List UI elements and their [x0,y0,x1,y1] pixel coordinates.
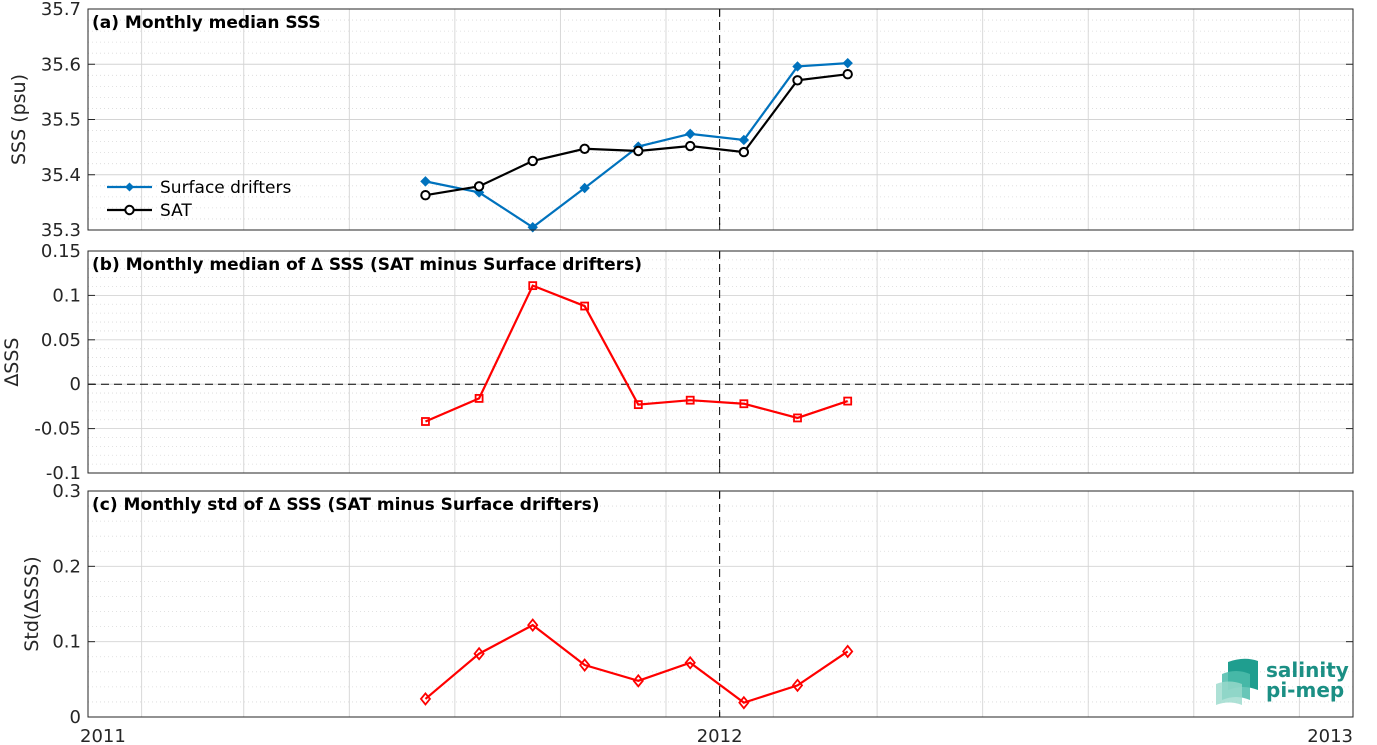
y-tick-label: 35.5 [41,110,81,131]
data-point [579,143,590,154]
data-point [793,413,802,423]
data-point [843,396,853,406]
data-point [792,75,803,86]
data-point [578,658,591,672]
axes-frame [87,8,1354,231]
data-point [420,189,431,201]
panel-title: (c) Monthly std of ∆ SSS (SAT minus Surf… [92,495,599,515]
data-point [579,182,590,194]
x-tick-label: 2012 [697,726,743,745]
y-tick-label: 0.3 [52,481,81,502]
y-tick-label: 35.3 [41,220,81,241]
panel-b: -0.1 -0.05 0 0.05 0.1 0.15 (b) Monthly median … [1,241,1354,484]
x-tick-label: 2011 [80,726,126,745]
data-point [420,176,431,187]
y-tick-label: 0.05 [41,330,81,351]
data-point [633,400,643,410]
data-point [473,181,485,192]
data-point [738,695,750,710]
y-tick-label: 35.6 [41,54,81,75]
y-tick-label: 35.4 [41,165,81,186]
data-point [474,394,484,403]
y-tick-label: 0.1 [52,632,81,653]
data-point [528,281,538,291]
y-tick-label: -0.1 [46,463,81,484]
y-axis-label: SSS (psu) [8,74,30,165]
y-tick-label: -0.05 [34,419,81,440]
panel-title: (b) Monthly median of ∆ SSS (SAT minus S… [92,255,642,275]
series-line-1-0 [425,284,849,423]
y-tick-label: 35.7 [41,0,81,20]
data-point [580,301,590,311]
data-point [842,644,854,659]
data-point [527,618,539,633]
legend-label: SAT [160,201,192,221]
y-tick-label: 0.1 [52,285,81,306]
data-point [791,678,804,693]
data-point [685,395,695,405]
legend-label: Surface drifters [160,178,291,198]
y-tick-label: 0.2 [52,556,81,577]
data-point [738,146,750,158]
panel-title: (a) Monthly median SSS [92,13,321,33]
y-tick-label: 0 [70,707,81,728]
series-line-2-0 [424,623,849,704]
pi-mep-logo: salinity pi-mep [1216,658,1349,705]
y-axis-label: ∆SSS [1,338,23,388]
data-point [685,128,696,140]
legend-marker [124,204,135,216]
series-line-0-1 [425,73,848,197]
y-axis-label: Std(∆SSS) [21,556,43,651]
data-point [739,399,749,409]
y-tick-label: 0.15 [41,241,81,262]
data-point [633,145,644,157]
data-point [842,57,853,69]
axes-frame [87,250,1354,474]
logo-waves-icon [1216,658,1258,705]
data-point [527,155,538,167]
panel-a: 35.3 35.4 35.5 35.6 35.7 (a) Monthly median S… [8,0,1354,241]
panel-c: 0 0.1 0.2 0.3 (c) Monthly std of ∆ SSS (SAT … [21,481,1354,728]
data-point [527,222,538,233]
data-point [842,68,853,80]
data-point [792,61,803,72]
data-point [632,673,644,688]
legend-marker [125,182,134,192]
axes-frame [87,490,1354,718]
data-point [738,134,750,146]
data-point [473,646,485,661]
data-point [684,655,696,670]
data-point [419,691,432,706]
data-point [685,140,696,152]
x-tick-label: 2013 [1307,726,1353,745]
logo-text-line1: salinity [1266,658,1349,682]
logo-text-line2: pi-mep [1266,678,1344,702]
data-point [421,417,430,426]
y-tick-label: 0 [70,374,81,395]
